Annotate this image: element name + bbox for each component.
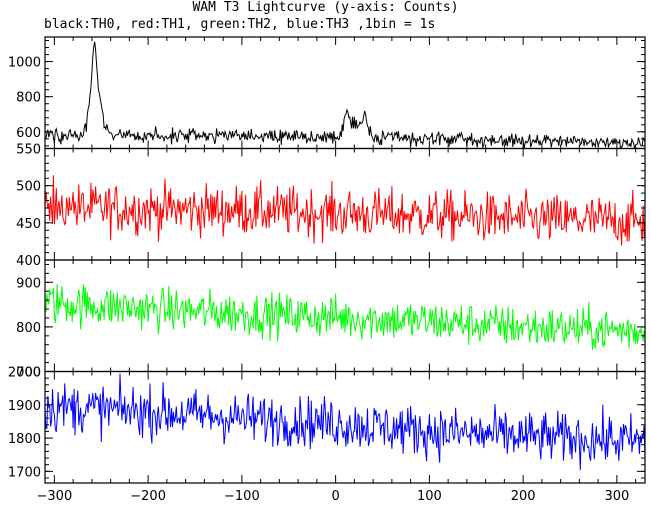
y-tick-label: 1900 [8, 399, 41, 414]
x-tick-label: 0 [331, 489, 339, 504]
x-tick-label: 200 [511, 489, 536, 504]
y-tick-label: 2000 [8, 366, 41, 381]
y-tick-label: 700 [16, 366, 41, 381]
y-tick-label: 500 [16, 180, 41, 195]
y-tick-label: 900 [16, 276, 41, 291]
series-line-th0 [45, 41, 645, 149]
y-tick-label: 1000 [8, 56, 41, 71]
x-tick-label: −100 [224, 489, 260, 504]
y-tick-label: 400 [16, 254, 41, 269]
series-line-th2 [45, 284, 645, 350]
y-tick-label: 800 [16, 321, 41, 336]
x-tick-label: −300 [37, 489, 73, 504]
series-line-th3 [45, 373, 645, 471]
chart-title: WAM T3 Lightcurve (y-axis: Counts) [192, 0, 459, 15]
y-tick-label: 1700 [8, 465, 41, 480]
x-tick-label: 300 [604, 489, 629, 504]
panel-frame-th3 [44, 370, 646, 484]
y-tick-label: 600 [16, 126, 41, 141]
chart-subtitle: black:TH0, red:TH1, green:TH2, blue:TH3 … [44, 17, 436, 32]
y-tick-label: 800 [16, 91, 41, 106]
x-tick-label: 100 [417, 489, 442, 504]
panel-frame-th0 [44, 36, 646, 150]
series-line-th1 [45, 175, 645, 246]
panel-frame-th2 [44, 259, 646, 373]
x-tick-label: −200 [130, 489, 166, 504]
y-tick-label: 450 [16, 217, 41, 232]
y-tick-label: 1800 [8, 432, 41, 447]
y-tick-label: 550 [16, 143, 41, 158]
